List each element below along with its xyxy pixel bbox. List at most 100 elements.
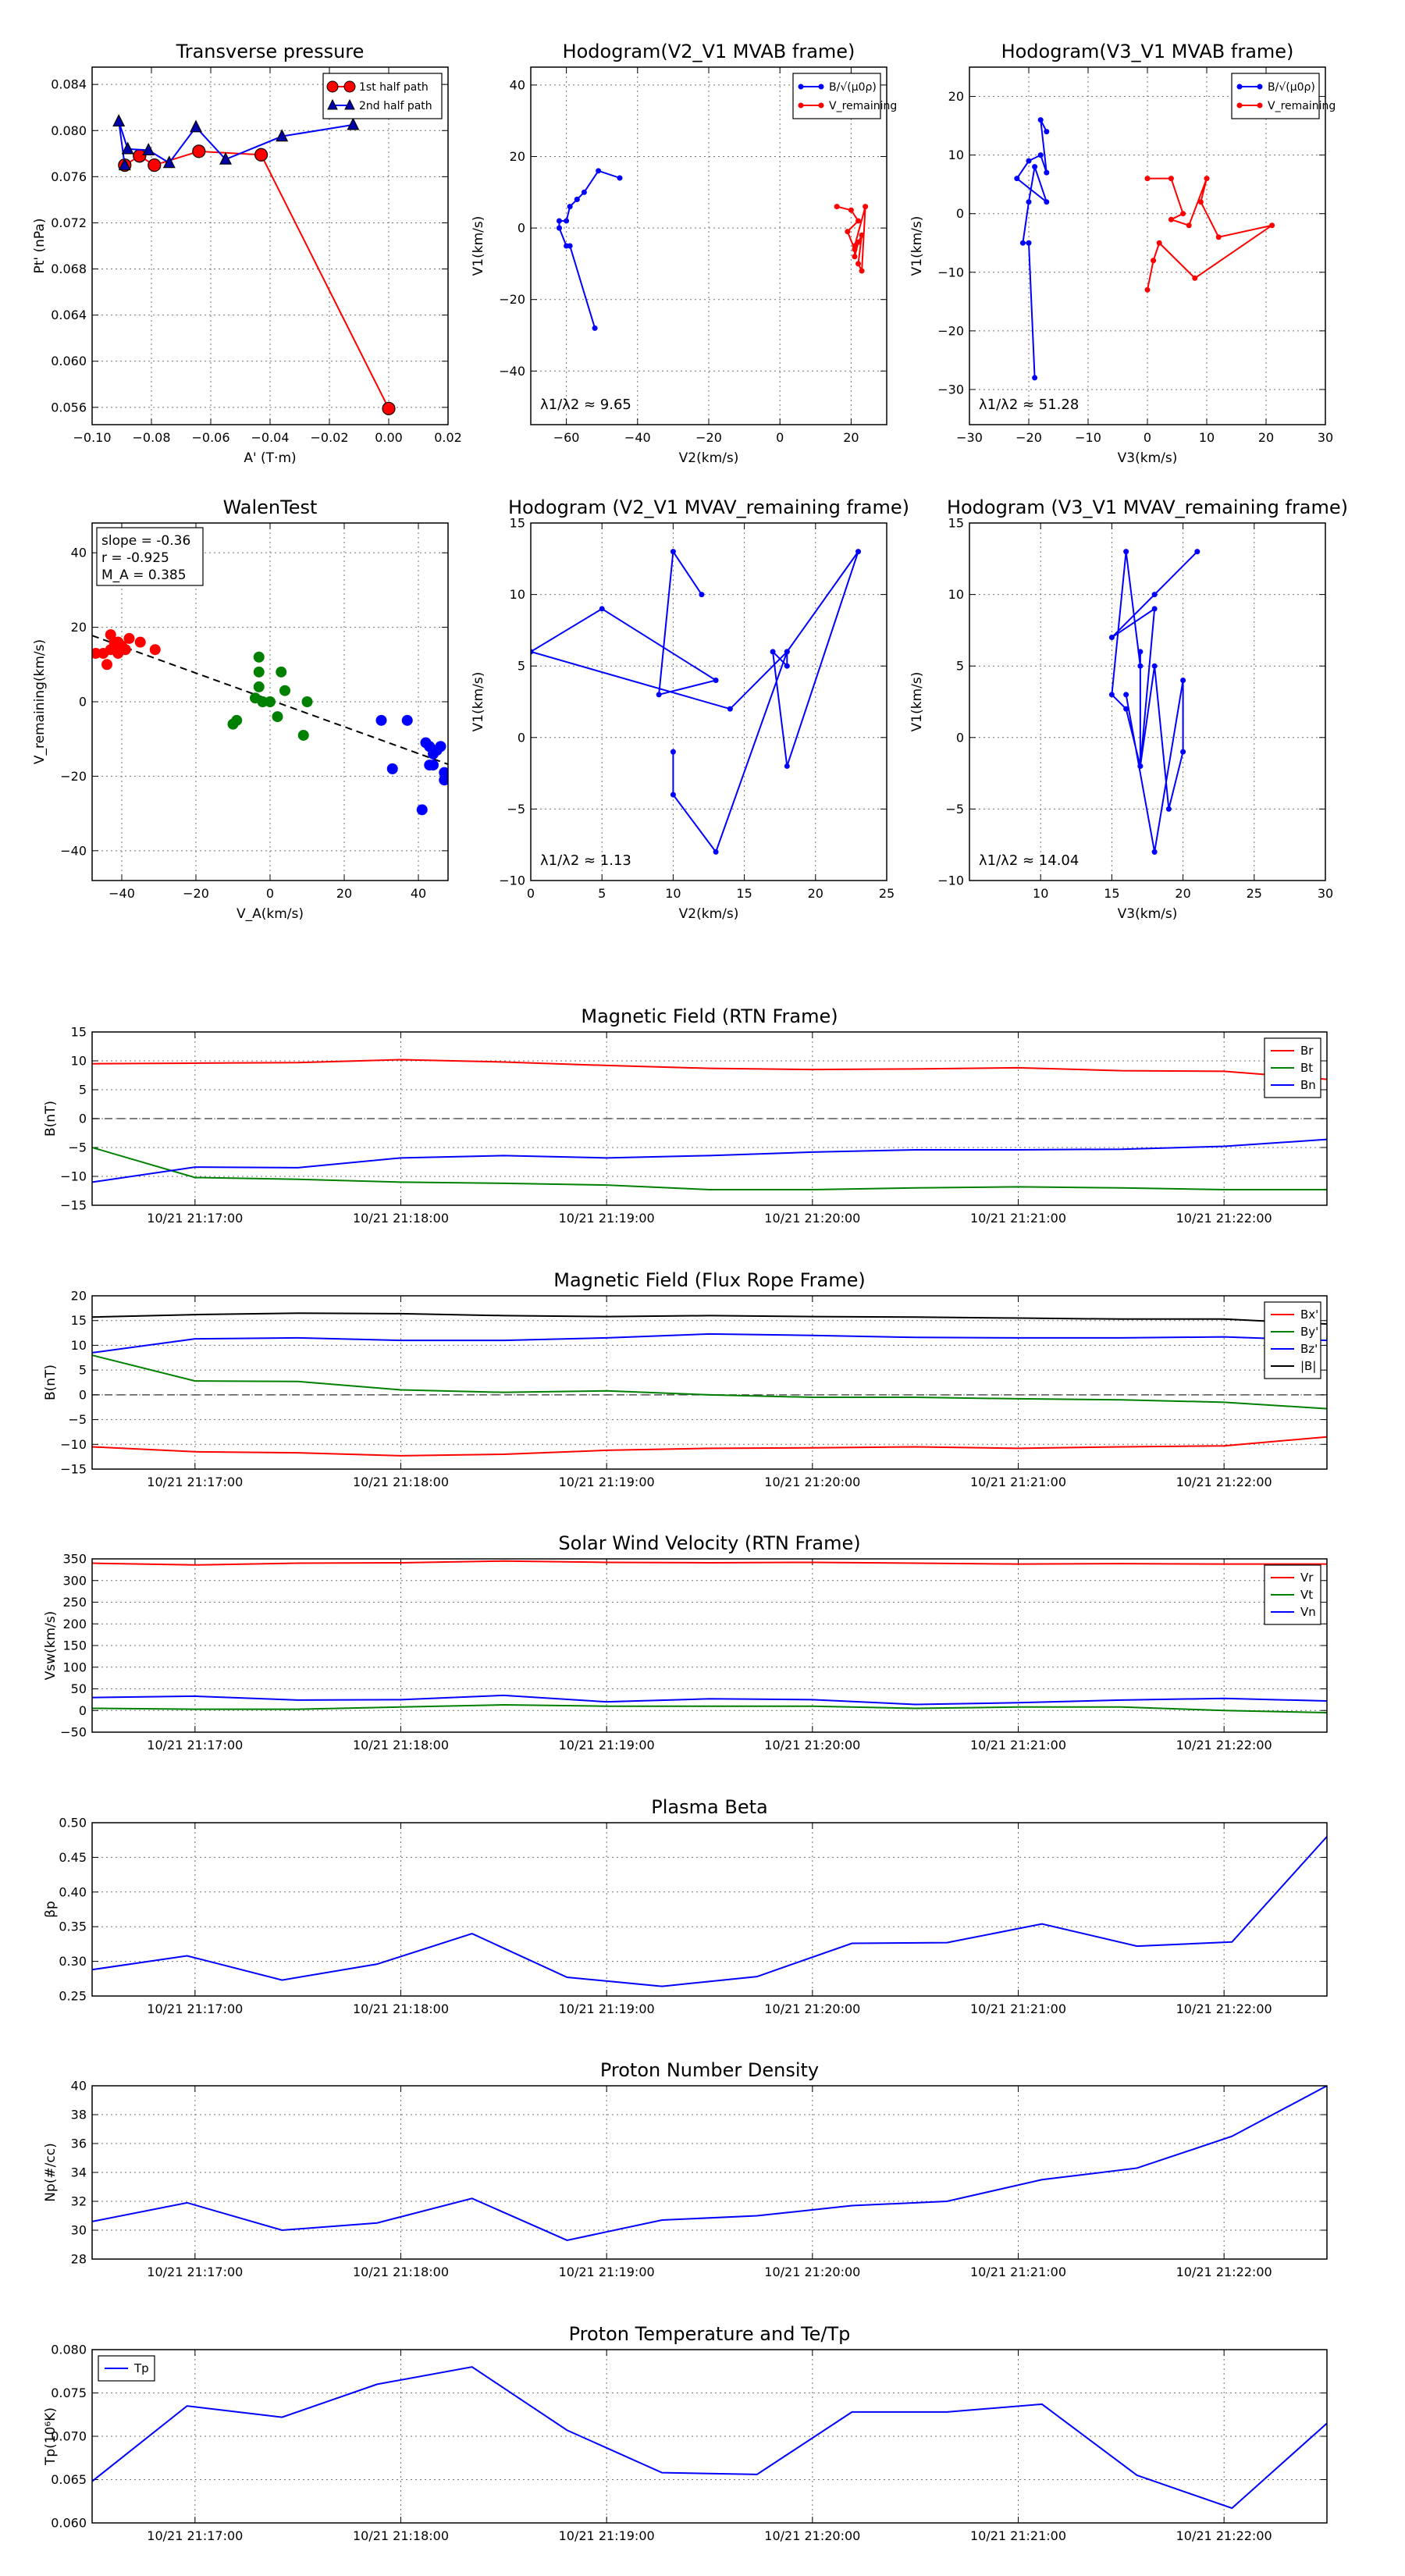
x-tick-label: 10/21 21:21:00	[970, 1211, 1066, 1226]
y-tick-label: 0.084	[51, 77, 87, 92]
hodo2-marker	[564, 243, 570, 249]
walen-point	[253, 666, 265, 678]
y-tick-label: −40	[60, 843, 87, 858]
hodo3r-xlabel: V3(km/s)	[1118, 906, 1178, 922]
tp-marker	[118, 158, 131, 171]
hodo3-marker	[1269, 222, 1275, 229]
y-tick-label: 0.070	[51, 2429, 87, 2444]
walen-point	[375, 714, 387, 726]
tpro-ylabel: Tp(10⁶K)	[43, 2407, 59, 2466]
legend-label: Vn	[1300, 1605, 1316, 1619]
tp-xlabel: A' (T·m)	[244, 450, 296, 466]
legend-label: Bx'	[1300, 1308, 1318, 1322]
hodo2-marker	[556, 225, 562, 231]
hodo3-marker	[1151, 258, 1157, 264]
y-tick-label: −10	[60, 1169, 87, 1184]
x-tick-label: −10	[1075, 430, 1101, 445]
x-tick-label: 20	[843, 430, 859, 445]
hodo2r-marker	[699, 592, 705, 598]
np-ticks	[92, 2085, 1327, 2260]
np-frame	[91, 2085, 1328, 2260]
beta-panel: 10/21 21:17:00 10/21 21:18:00 10/21 21:19:…	[43, 1796, 1328, 2016]
y-tick-label: 15	[510, 516, 525, 531]
x-tick-label: 10/21 21:17:00	[147, 1211, 243, 1226]
y-tick-label: 0.076	[51, 169, 87, 184]
vsw-grid	[92, 1559, 1327, 1732]
walen-data	[92, 629, 448, 816]
hodo3r-marker	[1137, 649, 1144, 655]
hodo2-series-line	[836, 205, 866, 274]
y-tick-label: 0.065	[51, 2472, 87, 2487]
hodo3r-ylabel: V1(km/s)	[909, 672, 925, 732]
hodo2r-ticks	[530, 522, 887, 881]
tpro-series-line	[92, 2366, 1327, 2510]
y-tick-label: 0	[79, 1387, 87, 1402]
hodo3-marker	[1186, 222, 1192, 229]
stats-line: slope = -0.36	[101, 533, 190, 549]
x-tick-label: 10	[665, 886, 681, 901]
x-tick-label: 10/21 21:22:00	[1176, 1738, 1272, 1752]
legend-label: By'	[1300, 1325, 1318, 1339]
legend-label: Bn	[1300, 1078, 1316, 1092]
legend-marker	[343, 80, 356, 93]
y-tick-label: 0.080	[51, 2343, 87, 2357]
legend-marker	[798, 102, 804, 109]
tp-data	[112, 114, 396, 415]
y-tick-label: 0.40	[59, 1884, 87, 1899]
y-tick-label: 20	[948, 89, 964, 104]
walen-point	[272, 711, 283, 723]
walen-point	[439, 774, 448, 786]
y-tick-label: 0.50	[59, 1816, 87, 1831]
walen-xlabel: V_A(km/s)	[237, 906, 304, 922]
frfield-data	[92, 1312, 1327, 1457]
y-tick-label: 0	[956, 730, 964, 745]
x-tick-label: −0.02	[310, 430, 348, 445]
beta-ticks	[92, 1822, 1327, 1997]
legend-marker	[327, 98, 338, 110]
tpro-data	[92, 2366, 1327, 2510]
y-tick-label: −10	[937, 265, 964, 279]
y-tick-label: 40	[71, 2079, 87, 2094]
legend-marker	[1236, 84, 1243, 90]
np-ylabel: Np(#/cc)	[43, 2143, 59, 2201]
y-tick-label: 0.30	[59, 1954, 87, 1969]
x-tick-label: 10/21 21:21:00	[970, 1738, 1066, 1752]
y-tick-label: 100	[62, 1660, 87, 1674]
y-tick-label: −20	[937, 323, 964, 338]
beta-ylabel: βp	[43, 1901, 59, 1918]
x-tick-label: 10/21 21:18:00	[353, 2001, 449, 2016]
frfield-title: Magnetic Field (Flux Rope Frame)	[553, 1269, 865, 1291]
legend-marker	[1257, 84, 1263, 90]
beta-series-line	[92, 1836, 1327, 1987]
tp-marker	[219, 151, 232, 165]
legend-label: Vr	[1300, 1571, 1314, 1585]
y-tick-label: 0.060	[51, 2516, 87, 2531]
y-tick-label: 0.056	[51, 400, 87, 415]
hodo3-marker	[1192, 275, 1198, 281]
x-tick-label: 10/21 21:19:00	[559, 2001, 655, 2016]
y-tick-label: −5	[945, 802, 964, 817]
walen-point	[134, 636, 146, 648]
hodo3-marker	[1026, 158, 1032, 164]
x-tick-label: −30	[956, 430, 983, 445]
hodo2-annotation: λ1/λ2 ≈ 9.65	[540, 397, 631, 413]
y-tick-label: −10	[937, 873, 964, 888]
beta-frame	[91, 1822, 1328, 1997]
x-tick-label: 10/21 21:18:00	[353, 2528, 449, 2543]
y-tick-label: 10	[71, 1338, 87, 1353]
y-tick-label: 5	[956, 659, 964, 674]
legend-label: Br	[1300, 1044, 1314, 1058]
hodo3-marker	[1026, 199, 1032, 205]
stats-box	[96, 527, 204, 586]
stats-line: r = -0.925	[101, 550, 169, 566]
y-tick-label: 0.064	[51, 308, 87, 322]
x-tick-label: 10/21 21:18:00	[353, 1738, 449, 1752]
walen-point	[231, 714, 243, 726]
hodo2r-marker	[727, 706, 733, 712]
x-tick-label: 10/21 21:18:00	[353, 1475, 449, 1489]
x-tick-label: 20	[808, 886, 823, 901]
legend-label: 1st half path	[359, 81, 429, 94]
hodo3r-annotation: λ1/λ2 ≈ 14.04	[979, 852, 1079, 869]
frfield-series-line	[92, 1436, 1327, 1457]
